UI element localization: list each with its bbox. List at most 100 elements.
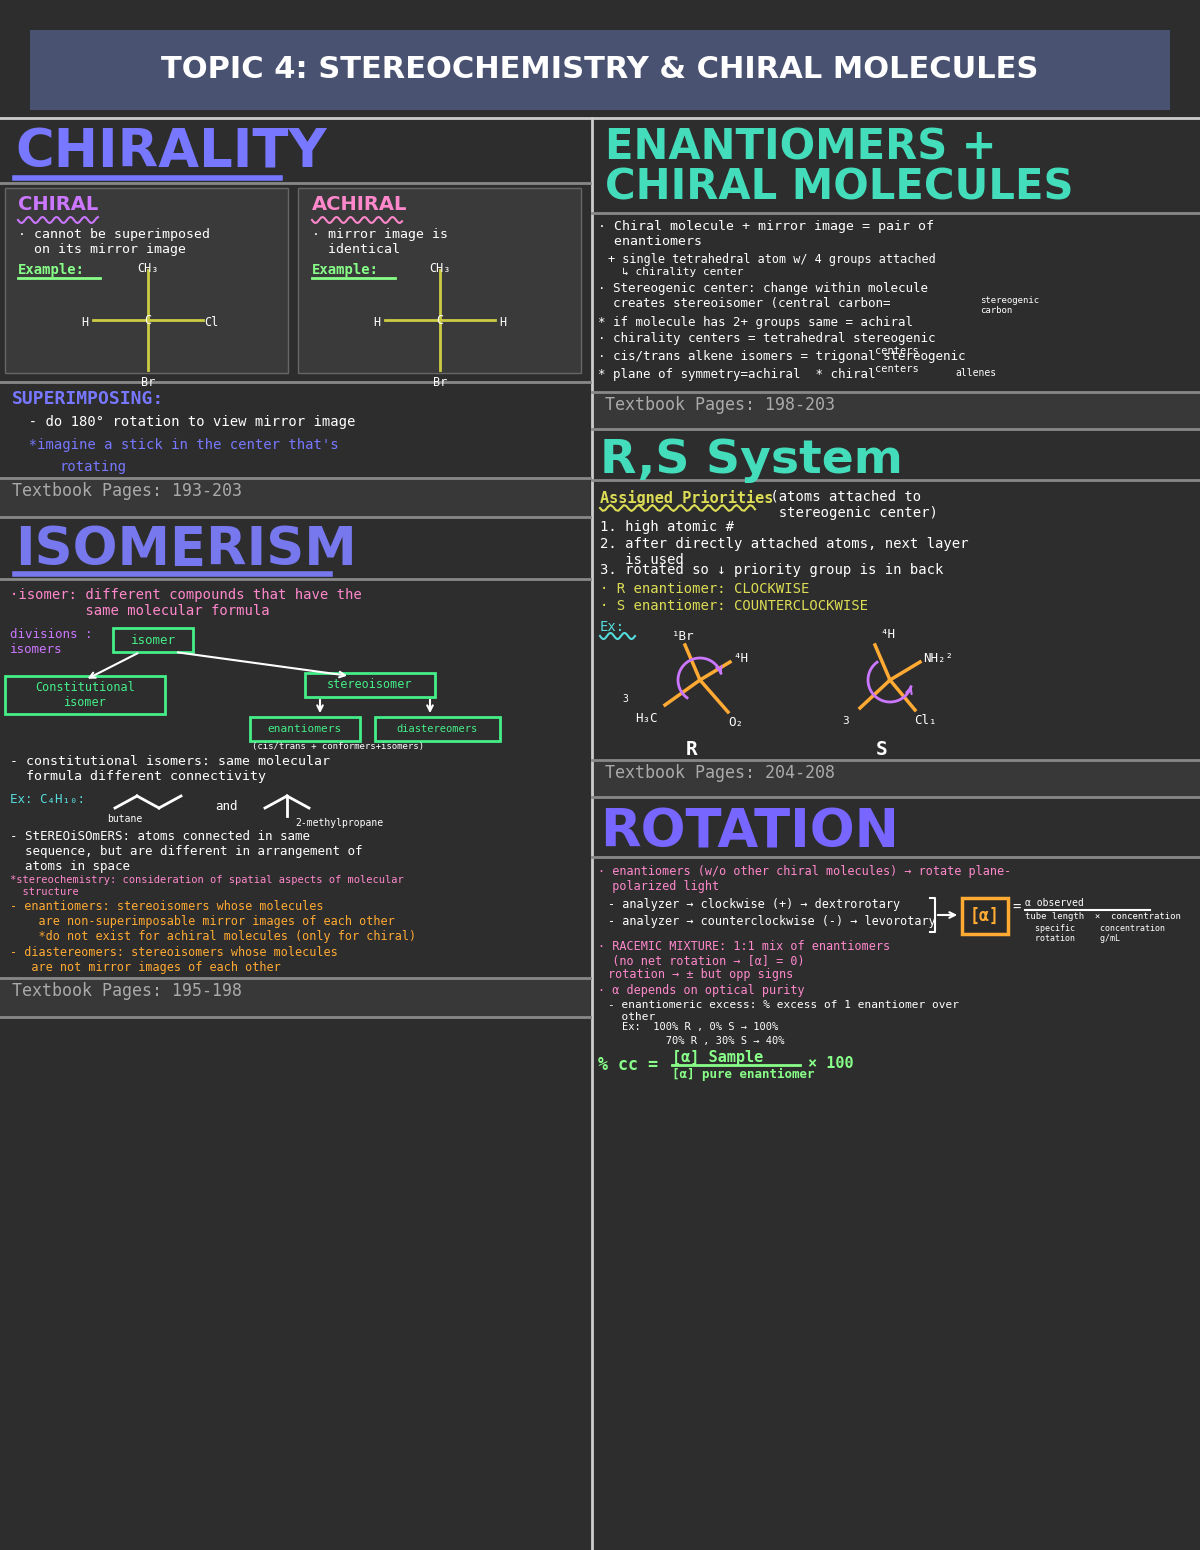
Bar	[5, 188, 288, 374]
Text: 2-methylpropane: 2-methylpropane	[295, 818, 383, 828]
Text: CH₃: CH₃	[430, 262, 451, 274]
Text: CHIRAL: CHIRAL	[18, 195, 98, 214]
Text: Cl₁: Cl₁	[914, 715, 936, 727]
Text: - diastereomers: stereoisomers whose molecules
   are not mirror images of each : - diastereomers: stereoisomers whose mol…	[10, 946, 337, 973]
Text: Constitutional
isomer: Constitutional isomer	[35, 680, 134, 708]
Text: and: and	[215, 800, 238, 814]
Text: Textbook Pages: 193-203: Textbook Pages: 193-203	[12, 482, 242, 501]
Text: · Stereogenic center: change within molecule
  creates stereoisomer (central car: · Stereogenic center: change within mole…	[598, 282, 928, 310]
Text: [α] Sample: [α] Sample	[672, 1049, 763, 1065]
Text: - constitutional isomers: same molecular
  formula different connectivity: - constitutional isomers: same molecular…	[10, 755, 330, 783]
Text: TOPIC 4: STEREOCHEMISTRY & CHIRAL MOLECULES: TOPIC 4: STEREOCHEMISTRY & CHIRAL MOLECU…	[161, 56, 1039, 85]
Text: × 100: × 100	[808, 1056, 853, 1071]
Text: - enantiomeric excess: % excess of 1 enantiomer over
  other: - enantiomeric excess: % excess of 1 ena…	[608, 1000, 959, 1021]
Text: stereoisomer: stereoisomer	[328, 679, 413, 691]
Text: Assigned Priorities: Assigned Priorities	[600, 490, 773, 505]
Text: [α] pure enantiomer: [α] pure enantiomer	[672, 1068, 815, 1080]
Text: ROTATION: ROTATION	[600, 806, 899, 859]
Text: enantiomers: enantiomers	[268, 724, 342, 735]
Text: (atoms attached to
  stereogenic center): (atoms attached to stereogenic center)	[762, 490, 938, 521]
Bar	[250, 718, 360, 741]
Text: CHIRALITY: CHIRALITY	[14, 127, 326, 178]
Text: - enantiomers: stereoisomers whose molecules
    are non-superimposable mirror i: - enantiomers: stereoisomers whose molec…	[10, 901, 416, 942]
Text: *stereochemistry: consideration of spatial aspects of molecular
  structure: *stereochemistry: consideration of spati…	[10, 876, 403, 896]
Text: butane: butane	[107, 814, 143, 825]
Text: rotating: rotating	[60, 460, 127, 474]
Bar	[592, 394, 1200, 429]
Text: · RACEMIC MIXTURE: 1:1 mix of enantiomers
  (no net rotation → [α] = 0): · RACEMIC MIXTURE: 1:1 mix of enantiomer…	[598, 939, 890, 969]
Text: CH₃: CH₃	[137, 262, 158, 274]
Bar	[374, 718, 500, 741]
Bar	[305, 673, 436, 698]
Text: ENANTIOMERS +: ENANTIOMERS +	[605, 127, 996, 169]
Text: O₂: O₂	[728, 716, 743, 728]
Text: [α]: [α]	[970, 907, 1000, 925]
Text: - do 180° rotation to view mirror image: - do 180° rotation to view mirror image	[12, 415, 355, 429]
Text: ACHIRAL: ACHIRAL	[312, 195, 407, 214]
Text: H: H	[82, 316, 89, 329]
Text: % cc =: % cc =	[598, 1056, 668, 1074]
Text: - analyzer → counterclockwise (-) → levorotary: - analyzer → counterclockwise (-) → levo…	[608, 914, 936, 928]
Text: Ex:: Ex:	[600, 620, 625, 634]
Bar	[592, 761, 1200, 797]
Text: allenes: allenes	[955, 367, 996, 378]
Text: R,S System: R,S System	[600, 439, 902, 484]
Text: · R enantiomer: CLOCKWISE: · R enantiomer: CLOCKWISE	[600, 581, 809, 597]
Text: ¹Br: ¹Br	[672, 629, 695, 643]
Text: Ex: C₄H₁₀:: Ex: C₄H₁₀:	[10, 794, 85, 806]
Text: specific
  rotation: specific rotation	[1025, 924, 1075, 944]
Text: · Chiral molecule + mirror image = pair of
  enantiomers: · Chiral molecule + mirror image = pair …	[598, 220, 934, 248]
Text: ISOMERISM: ISOMERISM	[14, 524, 356, 577]
Text: · α depends on optical purity: · α depends on optical purity	[598, 984, 805, 997]
Text: CHIRAL MOLECULES: CHIRAL MOLECULES	[605, 167, 1074, 209]
Text: 2. after directly attached atoms, next layer
   is used: 2. after directly attached atoms, next l…	[600, 536, 968, 567]
Text: centers: centers	[875, 346, 919, 357]
Text: * plane of symmetry=achiral  * chiral: * plane of symmetry=achiral * chiral	[598, 367, 876, 381]
Text: 70% R , 30% S → 40%: 70% R , 30% S → 40%	[622, 1035, 785, 1046]
Bar	[30, 29, 1170, 110]
Text: Textbook Pages: 195-198: Textbook Pages: 195-198	[12, 983, 242, 1000]
Text: SUPERIMPOSING:: SUPERIMPOSING:	[12, 391, 164, 408]
Text: · enantiomers (w/o other chiral molecules) → rotate plane-
  polarized light: · enantiomers (w/o other chiral molecule…	[598, 865, 1012, 893]
Text: Textbook Pages: 204-208: Textbook Pages: 204-208	[605, 764, 835, 783]
Bar	[5, 676, 166, 715]
Text: NH₂²: NH₂²	[923, 653, 953, 665]
Text: · mirror image is
  identical: · mirror image is identical	[312, 228, 448, 256]
Text: R: R	[686, 739, 698, 760]
Text: 1. high atomic #: 1. high atomic #	[600, 519, 734, 535]
Text: ⁴H: ⁴H	[880, 628, 895, 642]
Text: concentration
  g/mL: concentration g/mL	[1090, 924, 1165, 944]
Text: · cis/trans alkene isomers = trigonal stereogenic: · cis/trans alkene isomers = trigonal st…	[598, 350, 966, 363]
Text: ·isomer: different compounds that have the
         same molecular formula: ·isomer: different compounds that have t…	[10, 587, 361, 618]
Bar	[298, 188, 581, 374]
Text: H₃C: H₃C	[635, 711, 658, 725]
Text: 3. rotated so ↓ priority group is in back: 3. rotated so ↓ priority group is in bac…	[600, 563, 943, 577]
Text: Textbook Pages: 198-203: Textbook Pages: 198-203	[605, 395, 835, 414]
Text: Cl: Cl	[204, 316, 218, 329]
Text: Example:: Example:	[18, 264, 85, 277]
Text: rotation → ± but opp signs: rotation → ± but opp signs	[608, 969, 793, 981]
Text: 3: 3	[842, 716, 848, 725]
Text: divisions :: divisions :	[10, 628, 92, 642]
Text: isomer: isomer	[131, 634, 175, 646]
Text: isomers: isomers	[10, 643, 62, 656]
Text: 3: 3	[622, 694, 628, 704]
Text: · S enantiomer: COUNTERCLOCKWISE: · S enantiomer: COUNTERCLOCKWISE	[600, 598, 868, 612]
Text: ↳ chirality center: ↳ chirality center	[622, 267, 744, 277]
Text: H: H	[373, 316, 380, 329]
Text: Br: Br	[433, 377, 448, 389]
Text: S: S	[876, 739, 888, 760]
Text: - StEREOiSOmERS: atoms connected in same
  sequence, but are different in arrang: - StEREOiSOmERS: atoms connected in same…	[10, 829, 362, 873]
Text: centers: centers	[875, 364, 919, 374]
Text: C: C	[144, 313, 151, 327]
Text: diastereomers: diastereomers	[396, 724, 478, 735]
Text: =: =	[1012, 901, 1020, 914]
Text: tube length  ×  concentration: tube length × concentration	[1025, 911, 1181, 921]
Text: C: C	[437, 313, 444, 327]
Bar	[113, 628, 193, 653]
Text: · cannot be superimposed
  on its mirror image: · cannot be superimposed on its mirror i…	[18, 228, 210, 256]
Text: - analyzer → clockwise (+) → dextrorotary: - analyzer → clockwise (+) → dextrorotar…	[608, 897, 900, 911]
Text: Ex:  100% R , 0% S → 100%: Ex: 100% R , 0% S → 100%	[622, 1021, 779, 1032]
Text: α observed: α observed	[1025, 897, 1084, 908]
Text: (cis/trans + conformers+isomers): (cis/trans + conformers+isomers)	[252, 742, 424, 752]
